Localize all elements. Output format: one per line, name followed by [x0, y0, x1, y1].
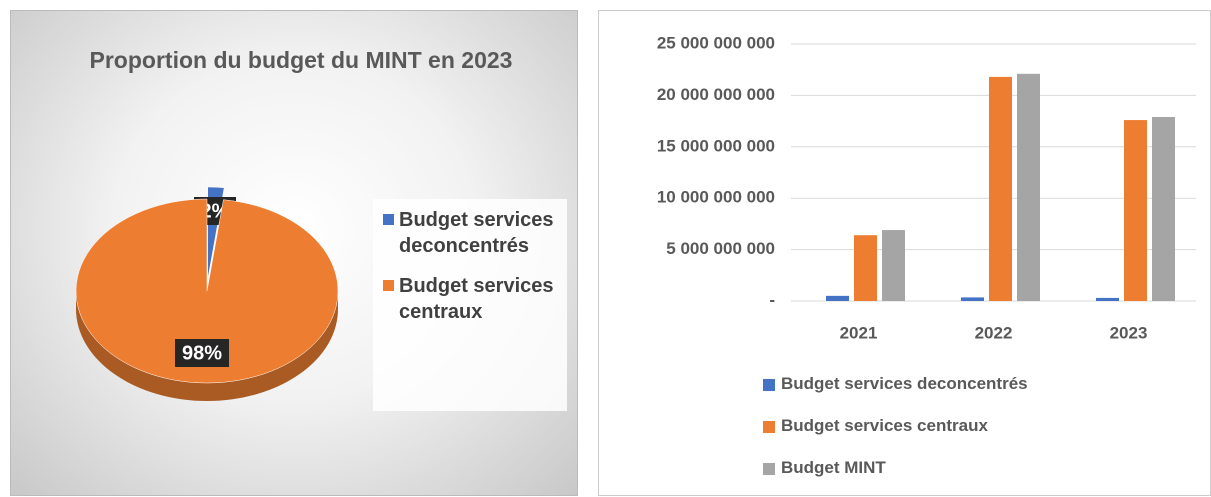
legend-swatch [383, 214, 394, 225]
x-tick-label: 2023 [1110, 323, 1148, 342]
bar [882, 230, 905, 301]
y-tick-label: 20 000 000 000 [657, 85, 775, 104]
pie-panel: Proportion du budget du MINT en 2023 2% 9… [10, 10, 578, 496]
legend-swatch [763, 379, 775, 391]
bar [1152, 116, 1175, 301]
legend-label: Budget services centraux [781, 416, 988, 435]
bar [989, 76, 1012, 301]
legend-label: Budget services deconcentrés [781, 374, 1028, 393]
legend-item: Budget services deconcentrés [373, 207, 567, 259]
y-tick-label: 5 000 000 000 [666, 239, 775, 258]
x-tick-label: 2022 [975, 323, 1013, 342]
legend-label: Budget services centraux [399, 275, 554, 323]
legend-label: Budget MINT [781, 458, 886, 477]
legend-item: Budget services centraux [759, 411, 1028, 453]
chart-title: Proportion du budget du MINT en 2023 [89, 47, 513, 73]
legend-item: Budget MINT [759, 453, 1028, 495]
legend-item: Budget services deconcentrés [759, 369, 1028, 411]
pie-chart: 2%98% [75, 186, 339, 401]
data-label-box [175, 339, 229, 367]
bar [854, 235, 877, 301]
y-tick-label: 25 000 000 000 [657, 33, 775, 52]
bar [1017, 73, 1040, 301]
bar-chart: - 5 000 000 000 10 000 000 000 15 000 000 0… [657, 33, 1196, 342]
bar [1124, 120, 1147, 302]
legend: Budget services deconcentrés Budget servi… [759, 369, 1028, 495]
x-tick-label: 2021 [840, 323, 878, 342]
pie-slice-side [76, 291, 338, 401]
data-label: 98% [182, 342, 222, 364]
legend-swatch [383, 280, 394, 291]
y-tick-label: 15 000 000 000 [657, 136, 775, 155]
bar-panel: - 5 000 000 000 10 000 000 000 15 000 000 0… [598, 10, 1211, 496]
legend: Budget services deconcentrés Budget servi… [373, 199, 567, 411]
legend-swatch [763, 421, 775, 433]
legend-item: Budget services centraux [373, 273, 567, 325]
pie-slice [75, 198, 339, 384]
legend-swatch [763, 463, 775, 475]
bar [826, 295, 849, 301]
legend-label: Budget services deconcentrés [399, 209, 554, 257]
bar [961, 297, 984, 301]
y-tick-label: - [769, 290, 775, 309]
bar [1096, 297, 1119, 301]
y-tick-label: 10 000 000 000 [657, 188, 775, 207]
